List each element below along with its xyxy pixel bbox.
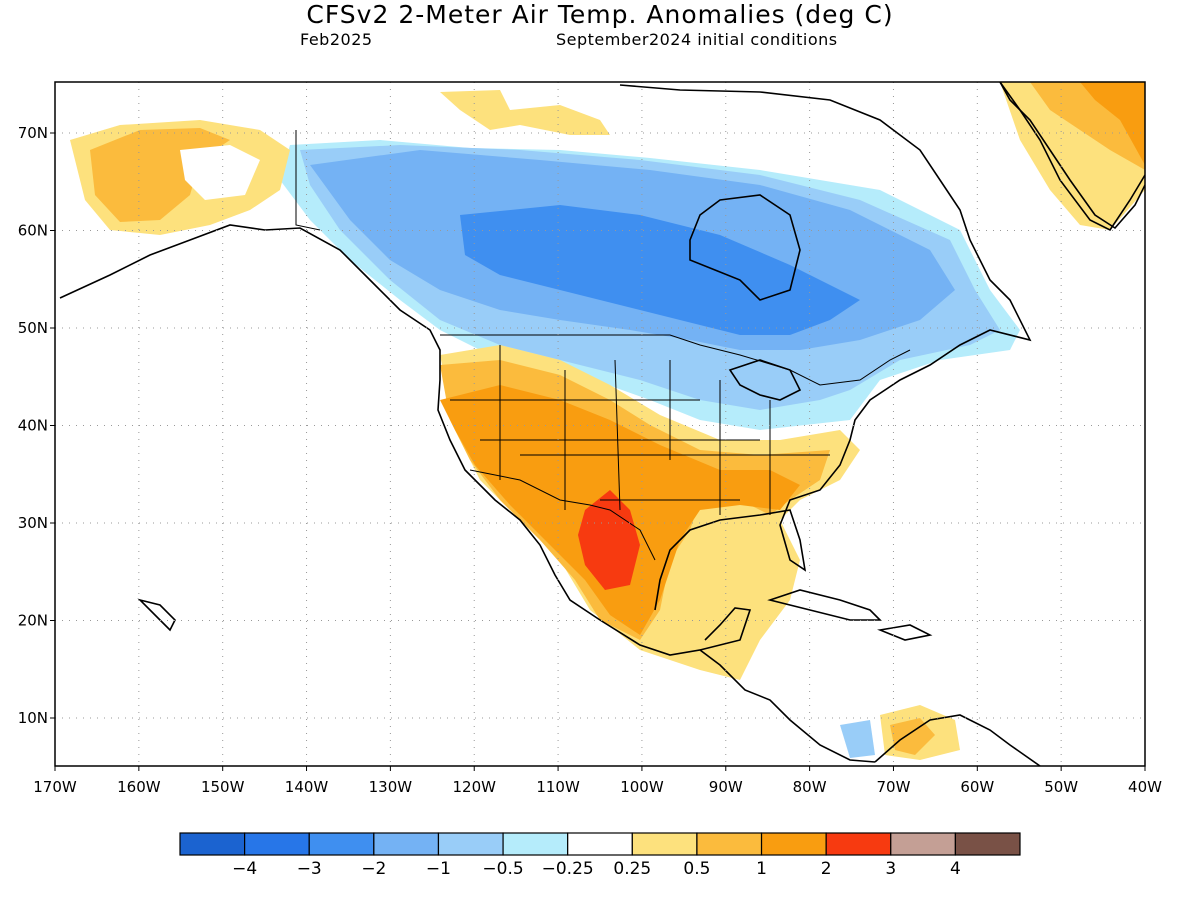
axis-ticks: [50, 132, 1146, 771]
initial-conditions: September2024 initial conditions: [556, 30, 838, 49]
coastline-hispaniola: [877, 624, 933, 641]
coastline-hawaii: [137, 598, 176, 632]
coastline-hudson-bay: [689, 194, 801, 301]
legend-swatch: [502, 832, 569, 856]
legend-swatch: [696, 832, 763, 856]
border-alaska-canada: [295, 130, 321, 231]
latitude-label: 10N: [18, 709, 48, 727]
legend-swatch: [373, 832, 440, 856]
longitude-label: 140W: [285, 778, 329, 796]
political-borders: [295, 130, 911, 561]
latitude-label: 20N: [18, 612, 48, 630]
legend-swatch: [179, 832, 246, 856]
coastline-great-lakes: [728, 359, 802, 401]
border-us-canada: [440, 334, 911, 386]
coastline-greenland: [999, 82, 1145, 230]
legend-label: −0.25: [542, 859, 594, 879]
longitude-label: 50W: [1044, 778, 1078, 796]
longitude-label: 160W: [117, 778, 161, 796]
latitude-label: 60N: [18, 222, 48, 240]
map-frame: [54, 81, 1146, 767]
coastline-south-america: [874, 714, 1041, 766]
longitude-label: 170W: [33, 778, 77, 796]
border-us-states: [450, 345, 830, 515]
color-legend: [179, 832, 1021, 856]
longitude-label: 80W: [793, 778, 827, 796]
map-title: CFSv2 2-Meter Air Temp. Anomalies (deg C…: [306, 0, 894, 29]
anomaly-shading: [70, 82, 1145, 760]
legend-swatch: [567, 832, 633, 856]
longitude-label: 90W: [709, 778, 743, 796]
anomaly-region-blue-panama: [840, 720, 875, 758]
legend-label: 4: [950, 859, 961, 879]
latitude-label: 50N: [18, 319, 48, 337]
anomaly-region-warm-arctic-islands: [440, 90, 610, 135]
latitude-label: 40N: [18, 417, 48, 435]
coastline-north-america: [59, 82, 1145, 763]
legend-label: 0.5: [683, 859, 710, 879]
legend-label: 1: [756, 859, 767, 879]
legend-label: −4: [232, 859, 257, 879]
longitude-labels: 170W 160W 150W 140W 130W 120W 110W 100W 90W 80W 70…: [33, 778, 1162, 796]
legend-swatch: [244, 832, 310, 856]
color-legend-labels: −4 −3 −2 −1 −0.5 −0.25 0.25 0.5 1 2 3 4: [232, 859, 961, 879]
legend-swatch: [954, 832, 1021, 856]
coastlines: [59, 82, 1145, 766]
longitude-label: 70W: [877, 778, 911, 796]
anomaly-region-strong-orange-greenland: [1080, 82, 1145, 165]
legend-label: −3: [297, 859, 322, 879]
anomaly-region-neutral-alaska: [180, 145, 260, 200]
coastline-cuba: [767, 589, 882, 621]
legend-swatch: [308, 832, 375, 856]
longitude-label: 100W: [620, 778, 664, 796]
legend-label: 3: [885, 859, 896, 879]
longitude-label: 130W: [369, 778, 413, 796]
longitude-label: 110W: [536, 778, 580, 796]
legend-swatch: [631, 832, 698, 856]
latitude-label: 70N: [18, 124, 48, 142]
longitude-label: 40W: [1128, 778, 1162, 796]
legend-label: 2: [821, 859, 832, 879]
legend-swatch: [825, 832, 892, 856]
legend-swatch: [760, 832, 827, 856]
anomaly-region-medium-blue-canada: [460, 205, 860, 335]
legend-swatch: [890, 832, 956, 856]
legend-label: −1: [426, 859, 451, 879]
latitude-labels: 10N 20N 30N 40N 50N 60N 70N: [18, 124, 48, 727]
border-us-mexico: [469, 469, 656, 561]
legend-swatch: [437, 832, 504, 856]
anomaly-region-red-mexico: [578, 490, 640, 590]
legend-label: 0.25: [613, 859, 651, 879]
longitude-label: 120W: [452, 778, 496, 796]
forecast-period: Feb2025: [300, 30, 373, 49]
legend-label: −0.5: [482, 859, 523, 879]
longitude-label: 150W: [201, 778, 245, 796]
longitude-label: 60W: [960, 778, 994, 796]
legend-label: −2: [361, 859, 386, 879]
anomaly-region-orange-south-america: [890, 718, 935, 755]
latitude-label: 30N: [18, 514, 48, 532]
